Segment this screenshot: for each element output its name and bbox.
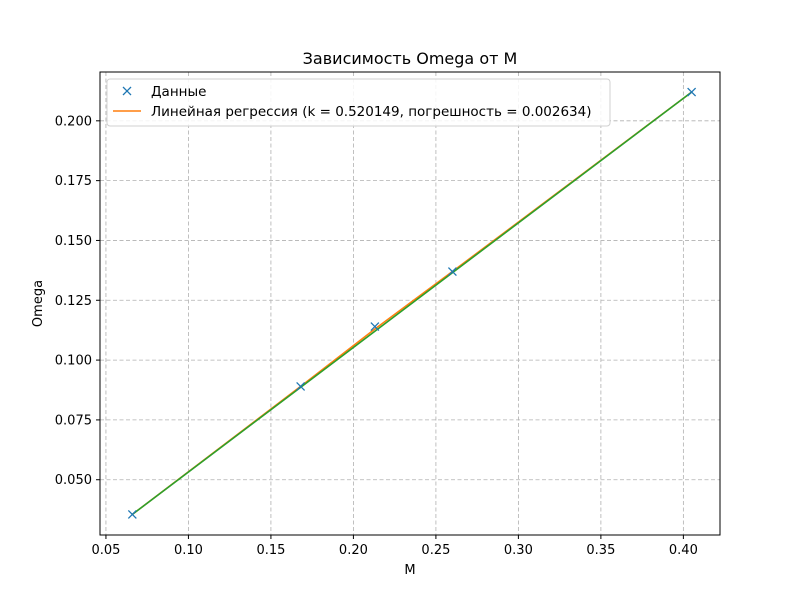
y-axis-label: Omega [31, 280, 46, 327]
series-layer [127, 87, 697, 519]
data-points [127, 87, 697, 519]
y-tick-label: 0.150 [55, 234, 92, 249]
y-tick-label: 0.100 [55, 354, 92, 369]
x-tick-label: 0.25 [421, 543, 450, 558]
axes-spines [99, 71, 721, 536]
data-point [687, 87, 697, 97]
legend-marker [122, 86, 132, 96]
data-point [296, 381, 306, 391]
x-tick-label: 0.20 [339, 543, 368, 558]
x-tick-label: 0.40 [669, 543, 698, 558]
legend-item: Линейная регрессия (k = 0.520149, погреш… [113, 104, 592, 120]
x-tick-label: 0.15 [256, 543, 285, 558]
y-tick-label: 0.200 [55, 114, 92, 129]
data-point [127, 509, 137, 519]
data-point [447, 267, 457, 277]
x-tick-label: 0.05 [91, 543, 120, 558]
x-tick-label: 0.30 [504, 543, 533, 558]
data-point [370, 322, 380, 332]
x-tick-label: 0.10 [174, 543, 203, 558]
y-tick-label: 0.050 [55, 473, 92, 488]
y-tick-label: 0.175 [55, 174, 92, 189]
legend-label: Данные [151, 84, 206, 100]
x-tick-label: 0.35 [586, 543, 615, 558]
series-line [131, 91, 693, 516]
y-tick-label: 0.075 [55, 413, 92, 428]
grid [100, 72, 720, 535]
legend-box [106, 78, 611, 127]
chart-title: Зависимость Omega от M [303, 49, 518, 68]
series-2 [131, 91, 693, 516]
legend-label: Линейная регрессия (k = 0.520149, погреш… [151, 104, 592, 120]
legend-item: Данные [122, 84, 206, 100]
y-tick-label: 0.125 [55, 294, 92, 309]
x-axis-label: M [404, 563, 415, 578]
legend: Данные Линейная регрессия (k = 0.520149, … [106, 78, 611, 127]
axes: 0.05 0.10 0.15 0.20 0.25 0.30 0.35 0.40 0.050 0.0… [55, 71, 721, 558]
